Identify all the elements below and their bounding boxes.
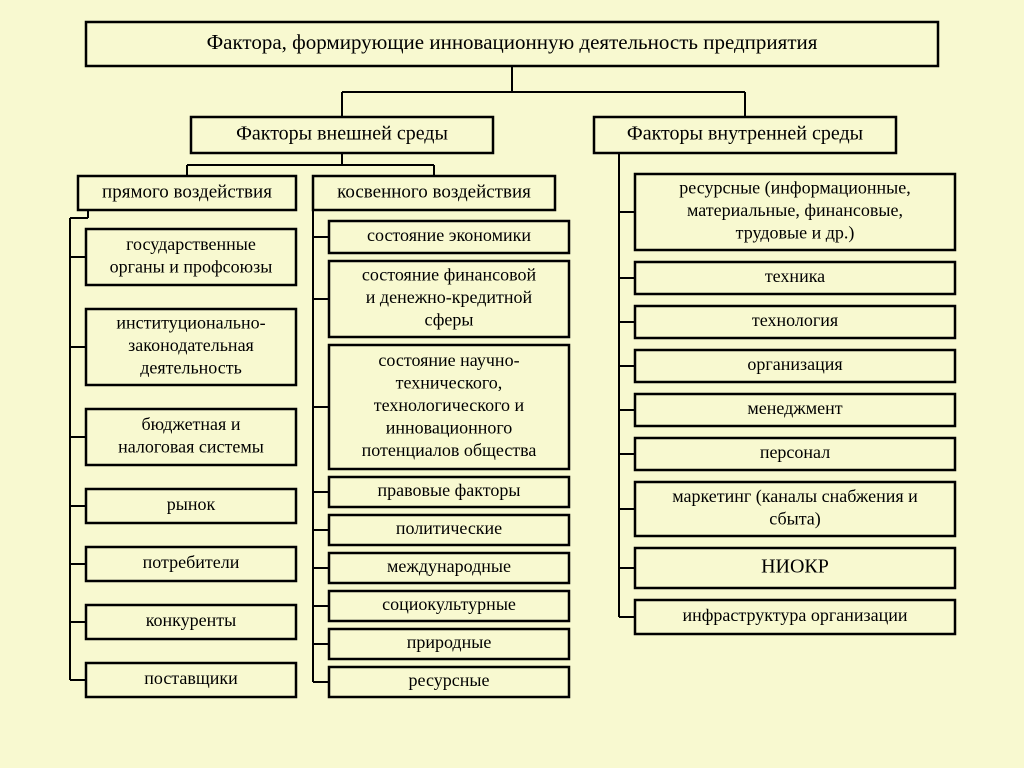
node-i3: состояние научно-технического,технологич… [329,345,569,469]
node-label: трудовые и др.) [736,223,855,244]
node-label: законодательная [128,335,254,355]
node-d2: институционально-законодательная деятельн… [86,309,296,385]
node-label: состояние экономики [367,225,531,245]
node-label: косвенного воздействия [337,181,531,202]
node-label: ресурсные (информационные, [679,178,910,199]
node-indir: косвенного воздействия [313,176,555,210]
node-n3: технология [635,306,955,338]
node-label: институционально- [116,313,265,333]
node-label: правовые факторы [378,480,521,500]
node-label: сферы [425,310,474,330]
node-label: природные [407,632,492,652]
node-i9: ресурсные [329,667,569,697]
node-label: потребители [143,552,240,572]
node-d6: конкуренты [86,605,296,639]
node-label: рынок [167,494,216,514]
node-n8: НИОКР [635,548,955,588]
node-label: потенциалов общества [362,440,537,460]
node-label: сбыта) [769,508,821,529]
node-label: менеджмент [747,398,842,418]
node-label: организация [747,354,842,374]
node-d3: бюджетная иналоговая системы [86,409,296,465]
node-label: НИОКР [761,556,829,578]
node-i2: состояние финансовойи денежно-кредитной с… [329,261,569,337]
node-label: технического, [396,373,503,393]
node-label: состояние научно- [378,350,519,370]
node-i8: природные [329,629,569,659]
node-label: деятельность [140,358,242,378]
node-label: бюджетная и [142,414,241,434]
node-label: технологического и [374,395,525,415]
node-label: маркетинг (каналы снабжения и [672,486,918,507]
node-label: конкуренты [146,610,237,630]
node-direct: прямого воздействия [78,176,296,210]
diagram-canvas: Фактора, формирующие инновационную деяте… [0,0,1024,768]
node-label: международные [387,556,511,576]
node-n7: маркетинг (каналы снабжения исбыта) [635,482,955,536]
node-label: социокультурные [382,594,516,614]
node-n2: техника [635,262,955,294]
node-label: инновационного [386,418,513,438]
node-d1: государственныеорганы и профсоюзы [86,229,296,285]
node-label: техника [765,266,825,286]
node-d4: рынок [86,489,296,523]
node-root: Фактора, формирующие инновационную деяте… [86,22,938,66]
node-label: поставщики [144,668,238,688]
node-label: государственные [126,234,256,254]
node-i6: международные [329,553,569,583]
node-n5: менеджмент [635,394,955,426]
node-i1: состояние экономики [329,221,569,253]
node-label: персонал [760,442,830,462]
node-label: Факторы внешней среды [236,123,448,145]
node-label: материальные, финансовые, [687,200,903,220]
node-label: Фактора, формирующие инновационную деяте… [207,30,818,54]
node-ext: Факторы внешней среды [191,117,493,153]
node-label: Факторы внутренней среды [627,123,863,145]
node-d7: поставщики [86,663,296,697]
node-n1: ресурсные (информационные,материальные, … [635,174,955,250]
node-label: ресурсные [409,670,490,690]
node-n4: организация [635,350,955,382]
node-label: прямого воздействия [102,181,272,202]
node-label: налоговая системы [118,436,264,456]
node-label: технология [752,310,838,330]
node-label: состояние финансовой [362,265,537,285]
node-int: Факторы внутренней среды [594,117,896,153]
node-label: органы и профсоюзы [110,256,273,276]
node-i7: социокультурные [329,591,569,621]
node-label: и денежно-кредитной [366,287,533,307]
node-label: политические [396,518,502,538]
node-n6: персонал [635,438,955,470]
node-d5: потребители [86,547,296,581]
node-i4: правовые факторы [329,477,569,507]
node-i5: политические [329,515,569,545]
node-label: инфраструктура организации [682,605,907,625]
node-n9: инфраструктура организации [635,600,955,634]
